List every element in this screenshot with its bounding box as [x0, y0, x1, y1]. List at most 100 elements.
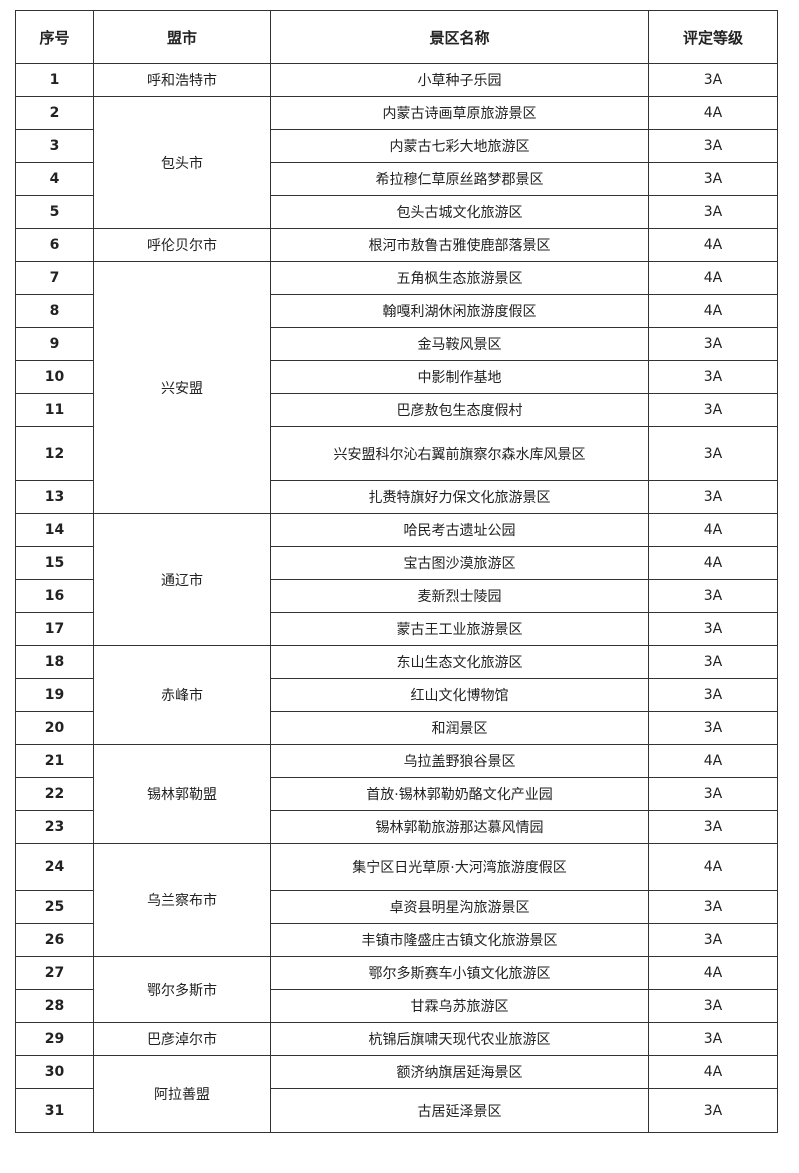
- table-row: 29 巴彦淖尔市 杭锦后旗啸天现代农业旅游区 3A: [15, 1022, 778, 1056]
- grade: 4A: [648, 843, 778, 891]
- grade: 3A: [648, 195, 778, 229]
- scenic-name: 蒙古王工业旅游景区: [270, 612, 649, 646]
- scenic-name: 和润景区: [270, 711, 649, 745]
- table-row: 26 丰镇市隆盛庄古镇文化旅游景区 3A: [15, 923, 778, 957]
- grade: 3A: [648, 645, 778, 679]
- row-number: 21: [15, 744, 94, 778]
- row-number: 8: [15, 294, 94, 328]
- scenic-name: 丰镇市隆盛庄古镇文化旅游景区: [270, 923, 649, 957]
- header-city: 盟市: [93, 10, 271, 64]
- grade: 3A: [648, 426, 778, 481]
- scenic-name: 兴安盟科尔沁右翼前旗察尔森水库风景区: [270, 426, 649, 481]
- table-row: 23 锡林郭勒旅游那达慕风情园 3A: [15, 810, 778, 844]
- grade: 4A: [648, 96, 778, 130]
- grade: 4A: [648, 513, 778, 547]
- grade: 3A: [648, 129, 778, 163]
- row-number: 29: [15, 1022, 94, 1056]
- scenic-name: 内蒙古七彩大地旅游区: [270, 129, 649, 163]
- row-number: 2: [15, 96, 94, 130]
- scenic-name: 麦新烈士陵园: [270, 579, 649, 613]
- scenic-name: 卓资县明星沟旅游景区: [270, 890, 649, 924]
- row-number: 25: [15, 890, 94, 924]
- table-row: 9 金马鞍风景区 3A: [15, 327, 778, 361]
- grade: 3A: [648, 1088, 778, 1133]
- row-number: 23: [15, 810, 94, 844]
- grade: 3A: [648, 810, 778, 844]
- row-number: 16: [15, 579, 94, 613]
- grade: 3A: [648, 923, 778, 957]
- table-row: 31 古居延泽景区 3A: [15, 1088, 778, 1133]
- city-cell: 呼和浩特市: [93, 63, 271, 97]
- table-row: 12 兴安盟科尔沁右翼前旗察尔森水库风景区 3A: [15, 426, 778, 481]
- city-cell: 通辽市: [93, 513, 271, 646]
- table-row: 7 兴安盟 五角枫生态旅游景区 4A: [15, 261, 778, 514]
- city-cell: 阿拉善盟: [93, 1055, 271, 1133]
- table-row: 10 中影制作基地 3A: [15, 360, 778, 394]
- grade: 3A: [648, 890, 778, 924]
- table-row: 17 蒙古王工业旅游景区 3A: [15, 612, 778, 646]
- table-row: 25 卓资县明星沟旅游景区 3A: [15, 890, 778, 924]
- grade: 4A: [648, 546, 778, 580]
- scenic-name: 包头古城文化旅游区: [270, 195, 649, 229]
- scenic-name: 杭锦后旗啸天现代农业旅游区: [270, 1022, 649, 1056]
- city-cell: 兴安盟: [93, 261, 271, 514]
- table-row: 8 翰嘎利湖休闲旅游度假区 4A: [15, 294, 778, 328]
- table-row: 6 呼伦贝尔市 根河市敖鲁古雅使鹿部落景区 4A: [15, 228, 778, 262]
- table-row: 2 包头市 内蒙古诗画草原旅游景区 4A: [15, 96, 778, 229]
- grade: 3A: [648, 480, 778, 514]
- scenic-area-table: 序号 盟市 景区名称 评定等级 1 呼和浩特市 小草种子乐园 3A 2 包头市 内蒙古诗画草…: [15, 10, 778, 1133]
- row-number: 17: [15, 612, 94, 646]
- grade: 4A: [648, 261, 778, 295]
- table-row: 16 麦新烈士陵园 3A: [15, 579, 778, 613]
- header-name: 景区名称: [270, 10, 649, 64]
- row-number: 19: [15, 678, 94, 712]
- row-number: 12: [15, 426, 94, 481]
- scenic-name: 内蒙古诗画草原旅游景区: [270, 96, 649, 130]
- row-number: 24: [15, 843, 94, 891]
- row-number: 22: [15, 777, 94, 811]
- row-number: 3: [15, 129, 94, 163]
- scenic-name: 哈民考古遗址公园: [270, 513, 649, 547]
- table-row: 19 红山文化博物馆 3A: [15, 678, 778, 712]
- scenic-name: 宝古图沙漠旅游区: [270, 546, 649, 580]
- row-number: 7: [15, 261, 94, 295]
- table-row: 4 希拉穆仁草原丝路梦郡景区 3A: [15, 162, 778, 196]
- scenic-name: 巴彦敖包生态度假村: [270, 393, 649, 427]
- header-row: 序号 盟市 景区名称 评定等级: [15, 10, 778, 64]
- city-cell: 赤峰市: [93, 645, 271, 745]
- city-cell: 锡林郭勒盟: [93, 744, 271, 844]
- row-number: 31: [15, 1088, 94, 1133]
- row-number: 26: [15, 923, 94, 957]
- scenic-name: 首放·锡林郭勒奶酪文化产业园: [270, 777, 649, 811]
- grade: 3A: [648, 777, 778, 811]
- scenic-name: 甘霖乌苏旅游区: [270, 989, 649, 1023]
- city-cell: 乌兰察布市: [93, 843, 271, 957]
- header-grade: 评定等级: [648, 10, 778, 64]
- city-cell: 包头市: [93, 96, 271, 229]
- table-row: 1 呼和浩特市 小草种子乐园 3A: [15, 63, 778, 97]
- row-number: 13: [15, 480, 94, 514]
- row-number: 27: [15, 956, 94, 990]
- row-number: 15: [15, 546, 94, 580]
- grade: 4A: [648, 228, 778, 262]
- table-row: 15 宝古图沙漠旅游区 4A: [15, 546, 778, 580]
- row-number: 28: [15, 989, 94, 1023]
- scenic-name: 红山文化博物馆: [270, 678, 649, 712]
- row-number: 18: [15, 645, 94, 679]
- scenic-name: 鄂尔多斯赛车小镇文化旅游区: [270, 956, 649, 990]
- scenic-name: 五角枫生态旅游景区: [270, 261, 649, 295]
- city-cell: 呼伦贝尔市: [93, 228, 271, 262]
- table-row: 21 锡林郭勒盟 乌拉盖野狼谷景区 4A: [15, 744, 778, 844]
- table-row: 27 鄂尔多斯市 鄂尔多斯赛车小镇文化旅游区 4A: [15, 956, 778, 1023]
- city-cell: 鄂尔多斯市: [93, 956, 271, 1023]
- grade: 4A: [648, 744, 778, 778]
- scenic-name: 东山生态文化旅游区: [270, 645, 649, 679]
- row-number: 20: [15, 711, 94, 745]
- scenic-name: 翰嘎利湖休闲旅游度假区: [270, 294, 649, 328]
- table-row: 24 乌兰察布市 集宁区日光草原·大河湾旅游度假区 4A: [15, 843, 778, 957]
- grade: 3A: [648, 1022, 778, 1056]
- scenic-name: 根河市敖鲁古雅使鹿部落景区: [270, 228, 649, 262]
- scenic-name: 额济纳旗居延海景区: [270, 1055, 649, 1089]
- scenic-name: 扎赉特旗好力保文化旅游景区: [270, 480, 649, 514]
- table-row: 14 通辽市 哈民考古遗址公园 4A: [15, 513, 778, 646]
